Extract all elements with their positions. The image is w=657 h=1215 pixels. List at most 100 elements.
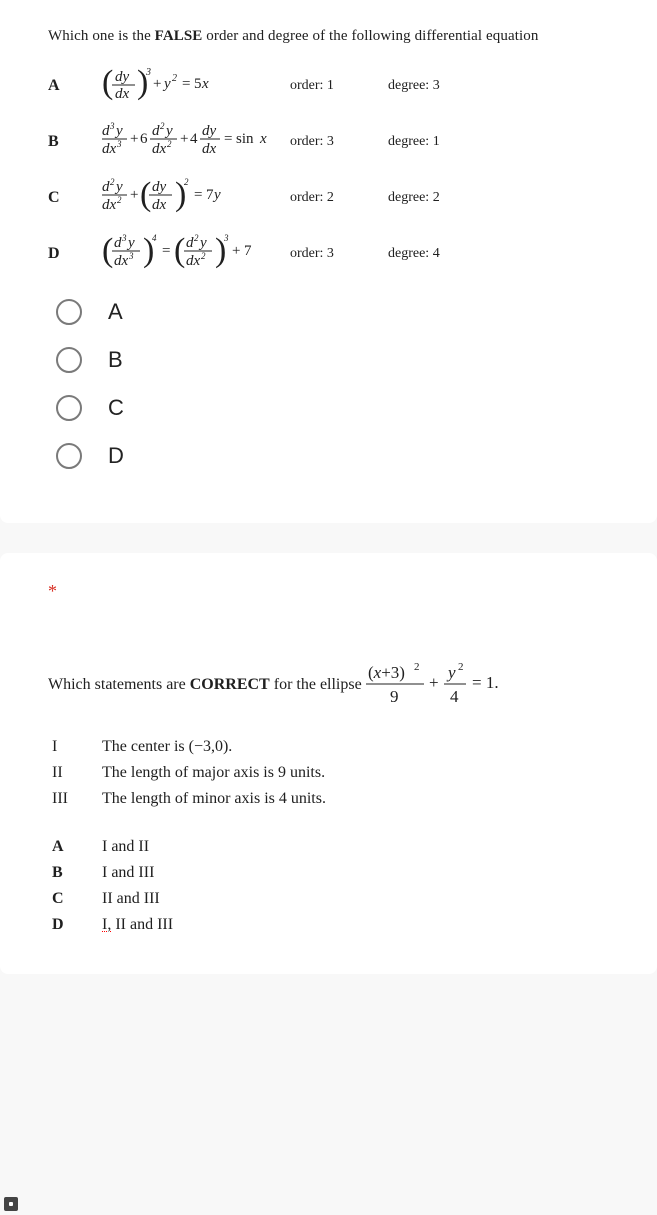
q2-opt-c: C II and III — [52, 890, 609, 908]
option-c[interactable]: C — [56, 395, 609, 421]
svg-text:3: 3 — [109, 121, 115, 131]
svg-text:dx: dx — [115, 86, 130, 102]
svg-text:dx: dx — [102, 141, 117, 157]
statements-list: I The center is (−3,0). II The length of… — [52, 738, 609, 808]
svg-text:d: d — [114, 235, 122, 251]
order-text: order: 2 — [290, 190, 370, 206]
svg-text:3: 3 — [121, 233, 127, 243]
svg-text:+: + — [130, 131, 138, 147]
statement-2: II The length of major axis is 9 units. — [52, 764, 609, 782]
question-2-card: * Which statements are CORRECT for the e… — [0, 553, 657, 974]
option-b[interactable]: B — [56, 347, 609, 373]
svg-text:4: 4 — [152, 233, 157, 243]
radio-icon — [56, 443, 82, 469]
svg-text:(: ( — [102, 232, 113, 269]
svg-text:2: 2 — [458, 662, 464, 673]
opt-label: B — [52, 864, 92, 882]
equation-a-svg: ( ) dy dx 3 + y 2 = 5 x — [102, 63, 242, 109]
opt-label: C — [52, 890, 92, 908]
svg-text:x: x — [259, 131, 267, 147]
stmt-num: I — [52, 738, 92, 756]
svg-text:= 1.: = 1. — [472, 673, 499, 692]
svg-text:(x+3): (x+3) — [368, 663, 405, 682]
statement-3: III The length of minor axis is 4 units. — [52, 790, 609, 808]
stmt-text: The length of major axis is 9 units. — [102, 764, 609, 782]
svg-text:y: y — [164, 123, 173, 139]
svg-text:2: 2 — [110, 177, 115, 187]
svg-text:3: 3 — [145, 67, 151, 78]
svg-text:+: + — [130, 187, 138, 203]
svg-text:dy: dy — [202, 123, 217, 139]
q1-prompt: Which one is the FALSE order and degree … — [48, 28, 609, 45]
svg-text:d: d — [186, 235, 194, 251]
svg-text:=: = — [194, 187, 202, 203]
svg-text:y: y — [114, 123, 123, 139]
svg-text:2: 2 — [184, 177, 189, 187]
stmt-num: III — [52, 790, 92, 808]
svg-text:6: 6 — [140, 131, 148, 147]
corner-marker-icon — [4, 1197, 18, 1211]
q2-opt-a: A I and II — [52, 838, 609, 856]
q2-prompt-bold: CORRECT — [190, 676, 270, 694]
svg-text:5: 5 — [194, 76, 202, 92]
svg-text:7: 7 — [206, 187, 214, 203]
svg-text:dx: dx — [152, 197, 167, 213]
svg-text:dy: dy — [152, 179, 167, 195]
eq-label: D — [48, 245, 84, 263]
option-label: C — [108, 395, 124, 421]
opt-label: A — [52, 838, 92, 856]
q2-prompt: Which statements are CORRECT for the ell… — [48, 662, 609, 708]
required-star: * — [48, 581, 609, 602]
svg-text:(: ( — [174, 232, 185, 269]
option-d[interactable]: D — [56, 443, 609, 469]
eq-row-b: B d3y dx3 + 6 d2y dx2 + 4 dy dx — [48, 119, 609, 165]
eq-row-c: C d2y dx2 + ( ) dy dx 2 = 7 y — [48, 175, 609, 221]
question-1-card: Which one is the FALSE order and degree … — [0, 0, 657, 523]
svg-text:=: = — [162, 243, 170, 259]
svg-text:dx: dx — [102, 197, 117, 213]
order-text: order: 3 — [290, 246, 370, 262]
q2-opt-b: B I and III — [52, 864, 609, 882]
degree-text: degree: 1 — [388, 134, 488, 150]
q2-prompt-post: for the ellipse — [274, 676, 362, 694]
stmt-text: The length of minor axis is 4 units. — [102, 790, 609, 808]
radio-icon — [56, 299, 82, 325]
svg-text:2: 2 — [201, 251, 206, 261]
svg-text:2: 2 — [167, 139, 172, 149]
svg-text:2: 2 — [172, 73, 177, 84]
svg-text:+: + — [232, 243, 240, 259]
svg-text:+: + — [153, 76, 161, 92]
q1-prompt-post: order and degree of the following differ… — [202, 28, 538, 44]
svg-text:+: + — [429, 673, 439, 692]
opt-text: I and III — [102, 864, 609, 882]
svg-text:(: ( — [102, 64, 113, 101]
svg-text:x: x — [201, 76, 209, 92]
svg-text:2: 2 — [414, 662, 420, 673]
radio-icon — [56, 395, 82, 421]
svg-text:2: 2 — [194, 233, 199, 243]
svg-text:3: 3 — [128, 251, 134, 261]
opt-text: I, II and III — [102, 916, 609, 934]
degree-text: degree: 3 — [388, 78, 488, 94]
degree-text: degree: 2 — [388, 190, 488, 206]
opt-text: II and III — [102, 890, 609, 908]
svg-text:=: = — [182, 76, 190, 92]
option-label: B — [108, 347, 123, 373]
stmt-num: II — [52, 764, 92, 782]
svg-text:4: 4 — [450, 687, 459, 706]
svg-text:y: y — [212, 187, 221, 203]
eq-label: C — [48, 189, 84, 207]
stmt-text: The center is (−3,0). — [102, 738, 609, 756]
option-label: A — [108, 299, 123, 325]
eq-row-d: D ( ) d3y dx3 4 = ( ) d2y dx2 3 + — [48, 231, 609, 277]
svg-text:d: d — [102, 123, 110, 139]
svg-text:d: d — [152, 123, 160, 139]
eq-label: B — [48, 133, 84, 151]
opt-label: D — [52, 916, 92, 934]
svg-text:y: y — [446, 663, 456, 682]
eq-row-a: A ( ) dy dx 3 + y 2 = 5 x order: 1 — [48, 63, 609, 109]
svg-text:=: = — [224, 131, 232, 147]
option-a[interactable]: A — [56, 299, 609, 325]
svg-text:2: 2 — [160, 121, 165, 131]
svg-text:7: 7 — [244, 243, 252, 259]
